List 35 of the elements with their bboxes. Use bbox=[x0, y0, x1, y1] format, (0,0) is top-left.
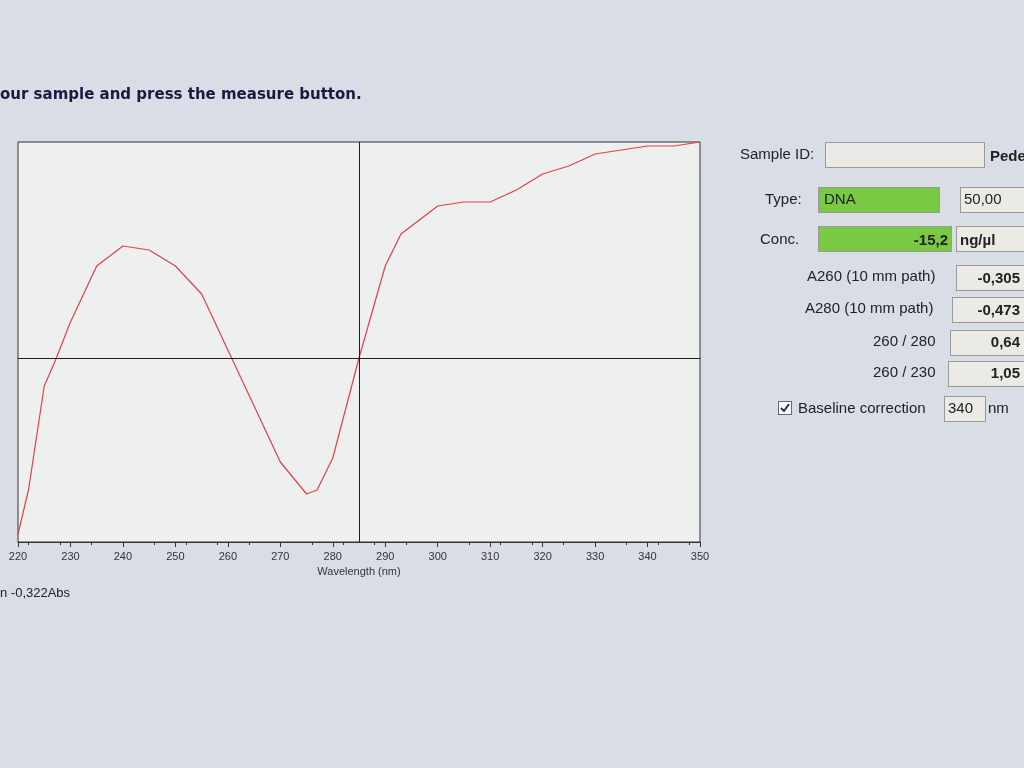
text: A260 (10 mm path) bbox=[807, 267, 936, 284]
text: -0,305 bbox=[977, 269, 1020, 286]
text: 0,64 bbox=[990, 333, 1020, 350]
x-tick-label: 310 bbox=[480, 549, 500, 562]
text: 1,05 bbox=[990, 364, 1020, 381]
x-tick-label: 220 bbox=[8, 549, 28, 562]
x-tick-label: 300 bbox=[428, 549, 447, 562]
text: -0,473 bbox=[977, 301, 1020, 318]
x-tick-label: 260 bbox=[218, 549, 238, 562]
x-axis-title: Wavelength (nm) bbox=[317, 565, 401, 578]
x-tick-label: 330 bbox=[585, 549, 605, 562]
x-tick-label: 280 bbox=[323, 549, 342, 562]
x-tick-label: 270 bbox=[271, 549, 290, 562]
x-tick-label: 240 bbox=[113, 549, 133, 562]
text: our sample and press the measure button. bbox=[0, 84, 362, 103]
text: DNA bbox=[824, 190, 856, 207]
x-tick-label: 340 bbox=[638, 549, 657, 562]
text: Sample ID: bbox=[740, 145, 815, 162]
text: 340 bbox=[948, 399, 974, 416]
text: A280 (10 mm path) bbox=[805, 299, 934, 316]
text: -15,2 bbox=[913, 231, 948, 248]
text: 260 / 230 bbox=[873, 363, 936, 380]
text: 260 / 280 bbox=[873, 332, 936, 349]
text: 50,00 bbox=[964, 190, 1002, 207]
text: n -0,322Abs bbox=[0, 585, 71, 600]
x-tick-label: 290 bbox=[376, 549, 395, 562]
text: Type: bbox=[765, 190, 802, 207]
text: ng/µl bbox=[960, 231, 996, 248]
text: Baseline correction bbox=[798, 399, 926, 416]
x-tick-label: 230 bbox=[61, 549, 80, 562]
x-tick-label: 250 bbox=[166, 549, 185, 562]
text: nm bbox=[988, 399, 1009, 416]
x-tick-label: 320 bbox=[533, 549, 552, 562]
x-tick-label: 350 bbox=[690, 549, 710, 562]
text: Conc. bbox=[760, 230, 800, 247]
